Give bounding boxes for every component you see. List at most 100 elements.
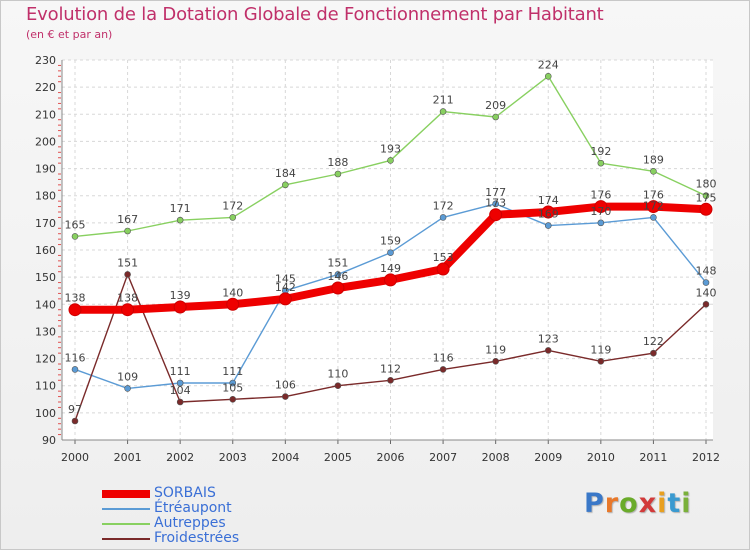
x-tick-label: 2010 xyxy=(587,451,615,464)
data-label: 142 xyxy=(275,281,296,294)
data-label: 174 xyxy=(538,194,559,207)
series-froidestr-es xyxy=(71,271,710,425)
legend-label: SORBAIS xyxy=(154,485,216,501)
data-point xyxy=(176,379,184,387)
data-point xyxy=(594,200,608,214)
data-point xyxy=(387,249,394,257)
data-label: 106 xyxy=(275,379,296,392)
x-tick-label: 2005 xyxy=(324,451,352,464)
y-tick-label: 150 xyxy=(35,271,56,284)
chart-title: Evolution de la Dotation Globale de Fonc… xyxy=(26,4,604,25)
data-label: 145 xyxy=(275,273,296,286)
series-sorbais xyxy=(68,200,713,317)
data-label: 153 xyxy=(433,251,454,264)
x-tick-label: 2008 xyxy=(482,451,510,464)
line-chart: 90 100 110 120 130 140 150 160 170 180 190 200 210 22… xyxy=(35,54,720,464)
data-label: 172 xyxy=(222,199,243,212)
legend-swatch xyxy=(102,508,150,510)
data-label: 97 xyxy=(68,403,82,416)
logo-letter: i xyxy=(657,488,668,519)
x-tick-label: 2000 xyxy=(61,451,89,464)
data-point xyxy=(334,271,342,278)
data-label: 116 xyxy=(433,351,454,364)
data-point xyxy=(492,113,499,121)
data-point xyxy=(439,214,447,221)
data-point xyxy=(439,366,447,373)
data-label: 172 xyxy=(433,199,454,212)
data-label: 151 xyxy=(327,256,348,269)
data-point xyxy=(229,395,237,403)
data-point xyxy=(492,200,499,208)
data-label: 180 xyxy=(696,178,717,191)
data-label: 149 xyxy=(380,262,401,275)
logo-letter: r xyxy=(604,488,620,519)
data-point xyxy=(387,157,394,164)
data-point xyxy=(597,219,605,227)
data-label: 105 xyxy=(222,381,243,394)
logo-letter: o xyxy=(619,488,639,519)
data-label: 224 xyxy=(538,58,559,71)
x-tick-label: 2004 xyxy=(271,451,299,464)
data-label: 173 xyxy=(485,197,506,210)
data-label: 172 xyxy=(643,199,664,212)
data-point xyxy=(439,108,447,115)
data-point xyxy=(124,271,131,278)
logo-letter: t xyxy=(667,488,682,519)
data-label: 111 xyxy=(170,365,191,378)
legend-label: Autreppes xyxy=(154,515,226,531)
x-tick-label: 2006 xyxy=(377,451,405,464)
data-label: 146 xyxy=(327,270,348,283)
data-label: 148 xyxy=(696,265,717,278)
data-point xyxy=(124,227,131,235)
data-label: 123 xyxy=(538,332,559,345)
legend-swatch xyxy=(102,523,150,525)
logo-letter: P xyxy=(584,488,605,519)
data-point xyxy=(68,303,82,317)
x-tick-label: 2009 xyxy=(534,451,562,464)
data-label: 188 xyxy=(327,156,348,169)
data-label: 169 xyxy=(538,208,559,221)
y-tick-label: 120 xyxy=(35,353,56,366)
x-tick-label: 2002 xyxy=(166,451,194,464)
data-label: 193 xyxy=(380,142,401,155)
y-tick-label: 110 xyxy=(35,380,56,393)
data-label: 139 xyxy=(170,289,191,302)
data-label: 112 xyxy=(380,362,401,375)
data-point xyxy=(282,181,289,189)
data-point xyxy=(597,159,605,167)
data-point xyxy=(124,385,131,392)
data-label: 140 xyxy=(222,286,243,299)
y-tick-label: 180 xyxy=(35,190,56,203)
data-point xyxy=(702,192,710,200)
x-tick-label: 2012 xyxy=(692,451,720,464)
data-point xyxy=(597,357,605,365)
data-label: 189 xyxy=(643,153,664,166)
data-point xyxy=(650,167,657,175)
y-tick-label: 210 xyxy=(35,108,56,121)
data-label: 209 xyxy=(485,99,506,112)
data-point xyxy=(229,214,237,221)
y-tick-label: 220 xyxy=(35,81,56,94)
data-label: 170 xyxy=(590,205,611,218)
data-point xyxy=(646,200,660,214)
y-tick-label: 140 xyxy=(35,298,56,311)
data-label: 175 xyxy=(696,191,717,204)
data-point xyxy=(176,398,184,406)
data-point xyxy=(334,170,342,178)
data-point xyxy=(492,357,499,365)
data-point xyxy=(650,349,657,357)
data-label: 192 xyxy=(590,145,611,158)
data-label: 165 xyxy=(65,218,86,231)
x-tick-label: 2001 xyxy=(114,451,142,464)
x-tick-label: 2011 xyxy=(639,451,667,464)
data-point xyxy=(387,376,394,384)
data-point xyxy=(650,214,657,221)
data-point xyxy=(489,208,503,222)
data-label: 116 xyxy=(65,351,86,364)
logo-letter: x xyxy=(638,488,658,519)
data-point xyxy=(71,417,79,425)
data-label: 167 xyxy=(117,213,138,226)
data-label: 140 xyxy=(696,286,717,299)
data-point xyxy=(544,347,552,354)
legend-swatch xyxy=(102,490,150,498)
